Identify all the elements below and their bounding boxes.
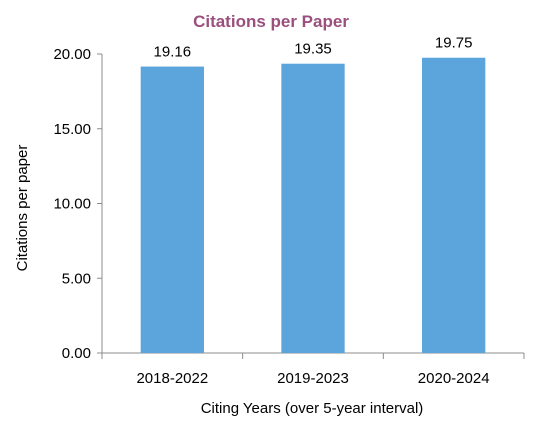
bar-2019-2023 [281,63,345,353]
data-label: 19.35 [294,41,332,58]
x-category-label: 2020-2024 [418,370,490,387]
y-tick-label: 10.00 [53,196,91,213]
data-label: 19.16 [154,44,192,61]
y-tick-label: 20.00 [53,46,91,63]
bar-2018-2022 [140,66,204,354]
x-category-label: 2019-2023 [277,370,349,387]
data-label: 19.75 [435,35,473,52]
x-axis-title: Citing Years (over 5-year interval) [201,400,424,417]
y-tick-label: 5.00 [62,270,91,287]
bar-2020-2024 [422,57,486,354]
labels: 0.00 5.00 10.00 15.00 20.00 19.16 2018-2022 19.… [53,35,489,387]
y-axis-title: Citations per paper [14,145,31,272]
bars [140,57,486,354]
x-category-label: 2018-2022 [136,370,208,387]
y-tick-label: 15.00 [53,121,91,138]
chart-title: Citations per Paper [193,12,349,31]
y-tick-label: 0.00 [62,345,91,362]
